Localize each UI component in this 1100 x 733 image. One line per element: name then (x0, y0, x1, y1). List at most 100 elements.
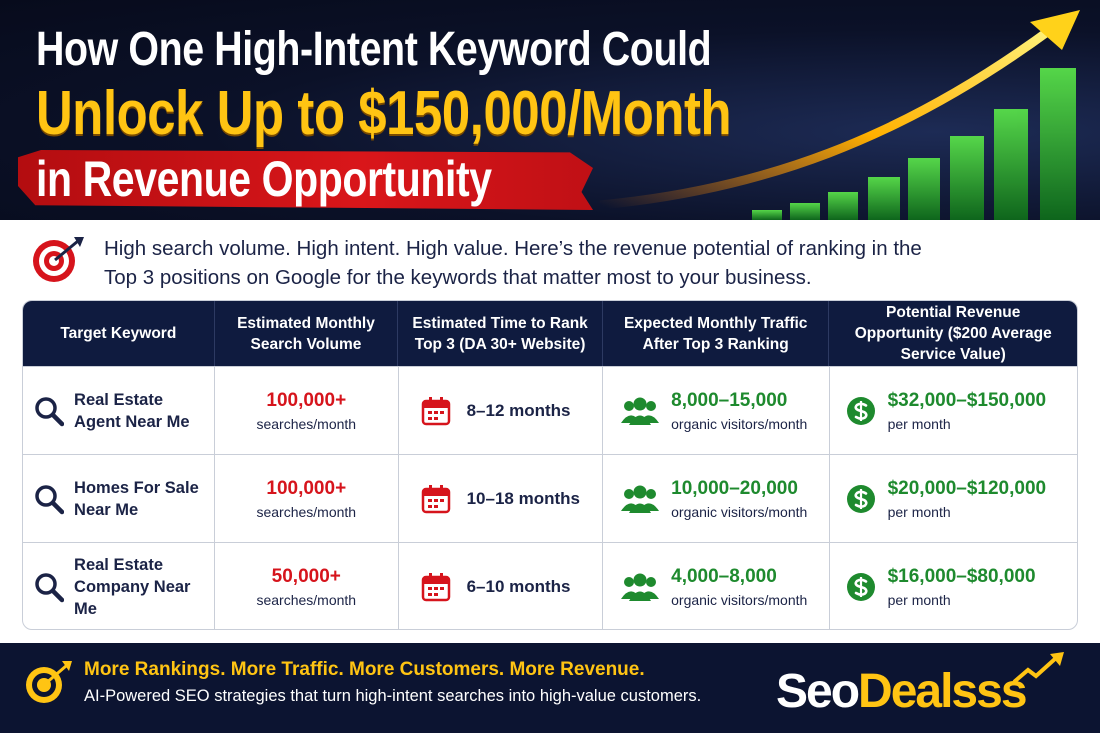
search-volume: 50,000+ (271, 565, 341, 587)
traffic: 4,000–8,000 organic visitors/month (671, 566, 807, 608)
people-icon-part (633, 397, 647, 410)
calendar-icon-part (428, 396, 432, 404)
table-row: Homes For Sale Near Me 100,000+ searches/m… (23, 454, 1077, 542)
calendar-icon-part (428, 484, 432, 492)
calendar-icon-part (427, 410, 432, 414)
cell: $32,000–$150,000 per month (830, 367, 1077, 454)
search-icon-part (50, 412, 65, 426)
header: How One High-Intent Keyword Could Unlock… (0, 0, 1100, 220)
target-icon (26, 661, 72, 703)
cell: 8,000–15,000 organic visitors/month (603, 367, 830, 454)
search-icon-part (35, 484, 57, 507)
revenue-unit: per month (887, 503, 951, 520)
revenue-value: $20,000–$120,000 (887, 477, 1047, 499)
logo-part: Dealsss (858, 665, 1027, 718)
growth-graphic (599, 10, 1080, 220)
traffic-value: 10,000–20,000 (671, 477, 798, 499)
revenue: $16,000–$80,000 per month (888, 566, 1036, 608)
people-icon (621, 397, 660, 425)
calendar-icon-part (427, 416, 432, 420)
cell: Real Estate Company Near Me (23, 543, 215, 629)
volume-unit: searches/month (256, 415, 357, 432)
revenue-value: $32,000–$150,000 (887, 389, 1047, 411)
calendar-icon-part (427, 592, 432, 596)
intro-text: High search volume. High intent. High va… (104, 237, 922, 289)
people-icon-part (629, 591, 652, 601)
table: Target Keyword Estimated Monthly Search V… (22, 300, 1078, 630)
cell: 6–10 months (399, 543, 604, 629)
logo-arrow (1012, 652, 1064, 684)
search-icon (35, 572, 65, 602)
table-header: Target Keyword Estimated Monthly Search V… (23, 301, 1077, 366)
calendar-icon-part (439, 572, 443, 580)
people-icon (621, 573, 660, 601)
traffic-value: 4,000–8,000 (671, 565, 777, 587)
cell: $16,000–$80,000 per month (830, 543, 1077, 629)
calendar-icon (421, 396, 450, 425)
traffic-unit: organic visitors/month (671, 503, 808, 520)
calendar-icon-part (427, 504, 432, 508)
calendar-icon-part (439, 484, 443, 492)
search-icon-part (50, 588, 65, 602)
table-row: Real Estate Company Near Me 50,000+ search… (23, 542, 1077, 629)
revenue-unit: per month (887, 591, 951, 608)
people-icon-part (624, 488, 635, 499)
footer (0, 643, 1100, 733)
calendar-icon-part (433, 592, 438, 596)
dollar-icon (846, 484, 875, 513)
calendar-icon-part (433, 410, 438, 414)
calendar-icon-part (433, 416, 438, 420)
cell: 100,000+ searches/month (215, 367, 399, 454)
traffic: 10,000–20,000 organic visitors/month (671, 478, 807, 520)
revenue: $20,000–$120,000 per month (888, 478, 1047, 520)
revenue-unit: per month (887, 415, 951, 432)
people-icon-part (646, 576, 657, 587)
calendar-icon-part (439, 498, 444, 502)
traffic: 8,000–15,000 organic visitors/month (671, 390, 807, 432)
cell: 10,000–20,000 organic visitors/month (603, 455, 830, 542)
calendar-icon-part (439, 410, 444, 414)
people-icon-part (624, 400, 635, 411)
cell: 50,000+ searches/month (215, 543, 399, 629)
calendar-icon-part (433, 498, 438, 502)
search-volume: 100,000+ (266, 477, 347, 499)
people-icon-part (633, 485, 647, 498)
column-header: Estimated Monthly Search Volume (215, 301, 399, 366)
calendar-icon-part (422, 576, 449, 584)
column-header: Potential Revenue Opportunity ($200 Aver… (854, 304, 1052, 363)
cell: 100,000+ searches/month (215, 455, 399, 542)
calendar-icon-part (427, 498, 432, 502)
search-volume: 100,000+ (266, 389, 347, 411)
table-row: Real Estate Agent Near Me 100,000+ searche… (23, 366, 1077, 454)
calendar-icon-part (422, 400, 449, 408)
search-icon-part (50, 500, 65, 514)
calendar-icon-part (422, 488, 449, 496)
keyword: Homes For Sale Near Me (74, 478, 199, 519)
calendar-icon-part (439, 586, 444, 590)
title-line: Unlock Up to $150,000/Month (36, 79, 732, 148)
cell: 8–12 months (399, 367, 604, 454)
revenue: $32,000–$150,000 per month (888, 390, 1047, 432)
people-icon-part (646, 488, 657, 499)
title-line: How One High-Intent Keyword Could (36, 23, 712, 76)
traffic-unit: organic visitors/month (671, 415, 808, 432)
people-icon-part (646, 400, 657, 411)
cell: $20,000–$120,000 per month (830, 455, 1077, 542)
keyword: Real Estate Agent Near Me (74, 390, 190, 431)
title-line: in Revenue Opportunity (36, 151, 492, 207)
traffic-unit: organic visitors/month (671, 591, 808, 608)
calendar-icon-part (439, 396, 443, 404)
cell: 10–18 months (399, 455, 604, 542)
rank-time: 8–12 months (466, 400, 571, 420)
people-icon (621, 485, 660, 513)
keyword: Real Estate Company Near Me (74, 555, 191, 618)
footer-headline: More Rankings. More Traffic. More Custom… (84, 659, 645, 680)
people-icon-part (629, 503, 652, 513)
logo: SeoDealsss (776, 664, 1028, 719)
revenue-value: $16,000–$80,000 (887, 565, 1036, 587)
column-header: Expected Monthly Traffic After Top 3 Ran… (603, 301, 830, 366)
people-icon-part (633, 573, 647, 586)
people-icon-part (629, 415, 652, 425)
cell: Real Estate Agent Near Me (23, 367, 215, 454)
